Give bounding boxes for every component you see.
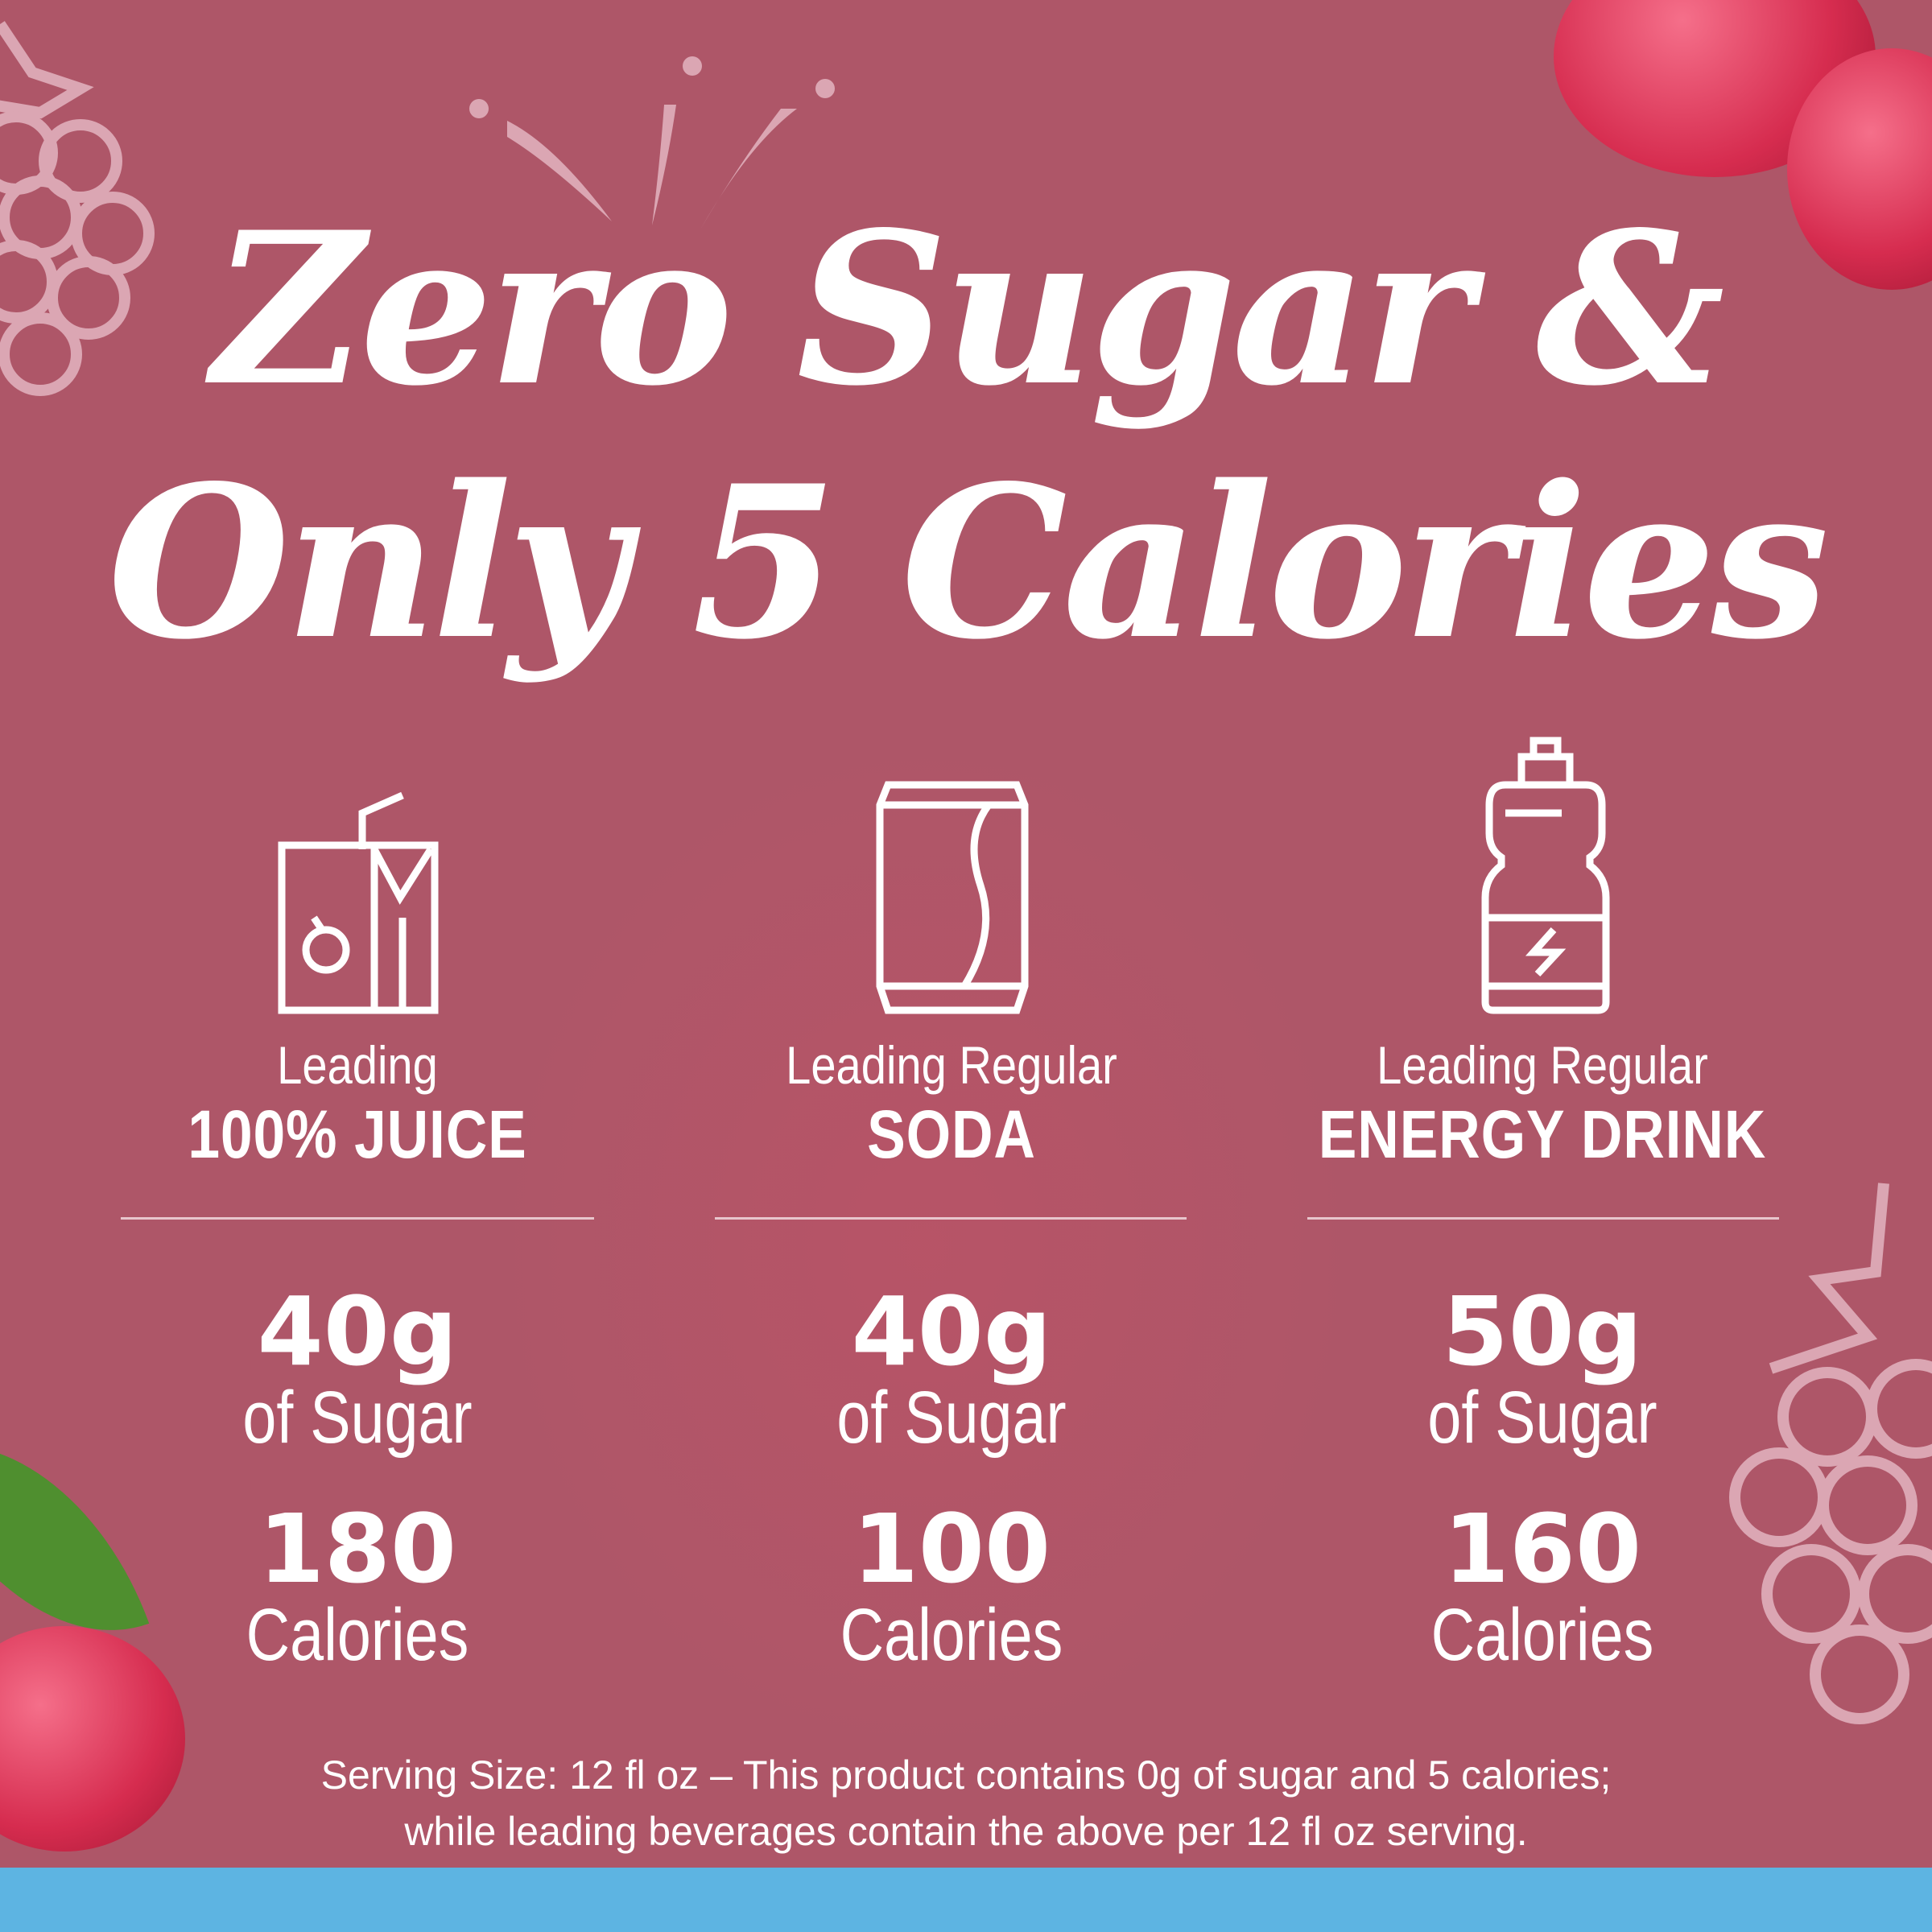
comparison-column-soda: Leading Regular SODA — [654, 1034, 1249, 1174]
divider — [121, 1217, 594, 1220]
column-kind: 100% JUICE — [188, 1096, 527, 1172]
column-kind: SODA — [867, 1096, 1036, 1172]
column-lead: Leading Regular — [786, 1035, 1117, 1095]
calories-value: 160 — [1443, 1492, 1642, 1604]
headline-line-2: Only 5 Calories — [107, 440, 1829, 686]
footnote-line-2: while leading beverages contain the abov… — [404, 1809, 1528, 1854]
bottom-band — [0, 1868, 1932, 1932]
footnote: Serving Size: 12 fl oz – This product co… — [0, 1747, 1932, 1860]
calories-value: 180 — [258, 1492, 457, 1604]
stats-juice: 40g of Sugar 180 Calories — [60, 1284, 655, 1674]
calories-label: Calories — [246, 1593, 469, 1676]
splash-icon — [469, 56, 835, 229]
headline-line-1: Zero Sugar & — [212, 187, 1724, 432]
raspberry-outline-icon — [0, 21, 155, 396]
sugar-label: of Sugar — [836, 1377, 1067, 1459]
column-kind: ENERGY DRINK — [1318, 1096, 1767, 1172]
calories-value: 100 — [852, 1492, 1051, 1604]
comparison-column-energy: Leading Regular ENERGY DRINK — [1245, 1034, 1840, 1174]
sugar-value: 40g — [257, 1276, 458, 1387]
background-photo-person — [483, 724, 1368, 1771]
energy-drink-bottle-icon — [1481, 737, 1610, 1014]
juice-box-icon — [278, 791, 439, 1014]
sugar-label: of Sugar — [1427, 1377, 1657, 1459]
calories-label: Calories — [1430, 1593, 1654, 1676]
soda-can-icon — [876, 781, 1029, 1014]
column-lead: Leading Regular — [1377, 1035, 1708, 1095]
sugar-value: 40g — [851, 1276, 1052, 1387]
stats-soda: 40g of Sugar 100 Calories — [654, 1284, 1249, 1674]
stats-energy: 50g of Sugar 160 Calories — [1245, 1284, 1840, 1674]
sugar-label: of Sugar — [242, 1377, 473, 1459]
column-lead: Leading — [277, 1035, 438, 1095]
calories-label: Calories — [840, 1593, 1063, 1676]
sugar-value: 50g — [1442, 1276, 1643, 1387]
comparison-column-juice: Leading 100% JUICE — [60, 1034, 655, 1174]
raspberry-image — [0, 1626, 185, 1852]
divider — [1307, 1217, 1779, 1220]
footnote-line-1: Serving Size: 12 fl oz – This product co… — [320, 1752, 1612, 1798]
raspberry-outline-icon — [1729, 1183, 1932, 1724]
divider — [715, 1217, 1187, 1220]
